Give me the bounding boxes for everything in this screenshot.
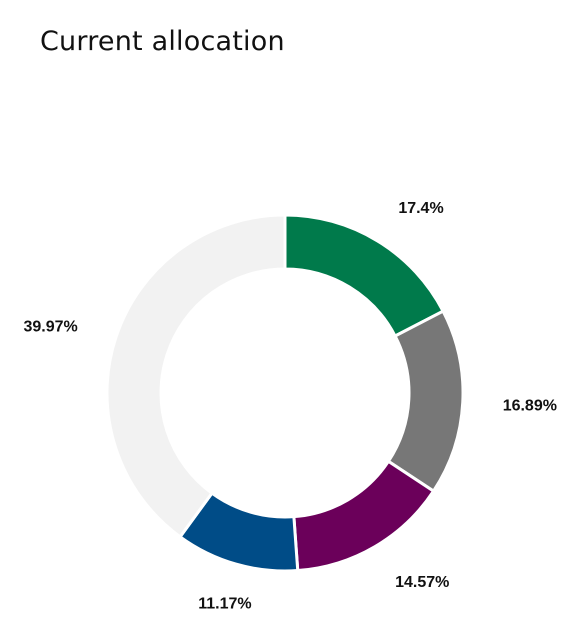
donut-slice-label-1: 17.4% xyxy=(398,200,443,217)
chart-title: Current allocation xyxy=(40,26,285,57)
donut-labels: 17.4% 16.89% 14.57% 11.17% 39.97% xyxy=(23,200,556,613)
donut-slice-label-3: 14.57% xyxy=(395,574,449,591)
donut-slice-label-4: 11.17% xyxy=(198,596,251,613)
donut-slice-label-5: 39.97% xyxy=(23,318,77,335)
donut-slices xyxy=(105,213,465,573)
donut-slice-2[interactable] xyxy=(386,309,465,494)
donut-slice-3[interactable] xyxy=(292,459,436,573)
donut-slice-1[interactable] xyxy=(283,213,446,339)
donut-slice-label-2: 16.89% xyxy=(503,398,557,415)
donut-slice-5[interactable] xyxy=(105,213,287,539)
